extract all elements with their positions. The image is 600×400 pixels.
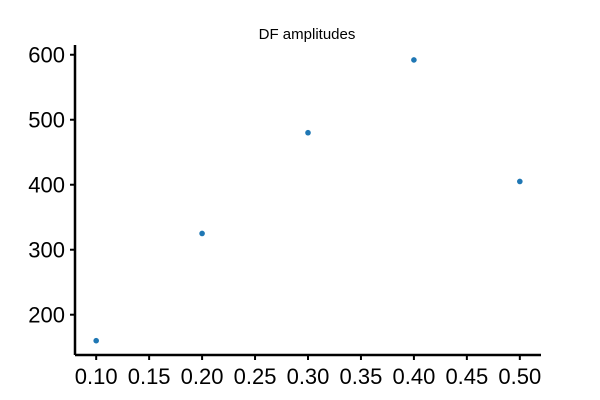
x-tick-label: 0.40 — [392, 364, 435, 389]
x-tick-label: 0.45 — [445, 364, 488, 389]
x-axis-ticks: 0.10 0.15 0.20 0.25 0.30 0.35 0.40 0.45 0.50 — [75, 355, 541, 389]
y-tick-label: 400 — [28, 173, 65, 198]
x-tick-label: 0.35 — [340, 364, 383, 389]
x-tick-label: 0.30 — [287, 364, 330, 389]
chart-title: DF amplitudes — [259, 26, 356, 43]
y-tick-label: 300 — [28, 238, 65, 263]
y-tick-label: 200 — [28, 303, 65, 328]
x-tick-label: 0.20 — [181, 364, 224, 389]
x-tick-label: 0.50 — [498, 364, 541, 389]
y-axis-ticks: 200 300 400 500 600 — [28, 43, 75, 328]
x-tick-label: 0.25 — [234, 364, 277, 389]
data-point — [305, 129, 311, 136]
chart-axes — [73, 45, 541, 357]
data-point — [517, 178, 523, 185]
data-point — [199, 230, 205, 237]
data-point — [411, 57, 417, 63]
x-tick-label: 0.10 — [75, 364, 118, 389]
y-tick-label: 600 — [28, 43, 65, 68]
data-point — [93, 337, 99, 344]
data-points — [93, 57, 523, 344]
x-tick-label: 0.15 — [128, 364, 171, 389]
y-tick-label: 500 — [28, 108, 65, 133]
